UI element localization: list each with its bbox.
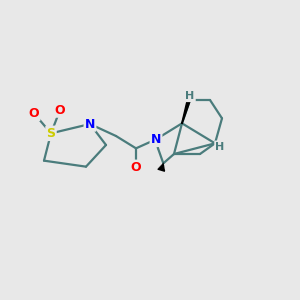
Text: H: H bbox=[185, 91, 195, 101]
Text: H: H bbox=[215, 142, 225, 152]
Text: O: O bbox=[29, 107, 39, 120]
Text: O: O bbox=[55, 103, 65, 116]
Text: S: S bbox=[46, 127, 56, 140]
Text: N: N bbox=[85, 118, 95, 130]
Text: N: N bbox=[151, 133, 161, 146]
Text: O: O bbox=[131, 161, 141, 174]
Polygon shape bbox=[182, 95, 192, 123]
